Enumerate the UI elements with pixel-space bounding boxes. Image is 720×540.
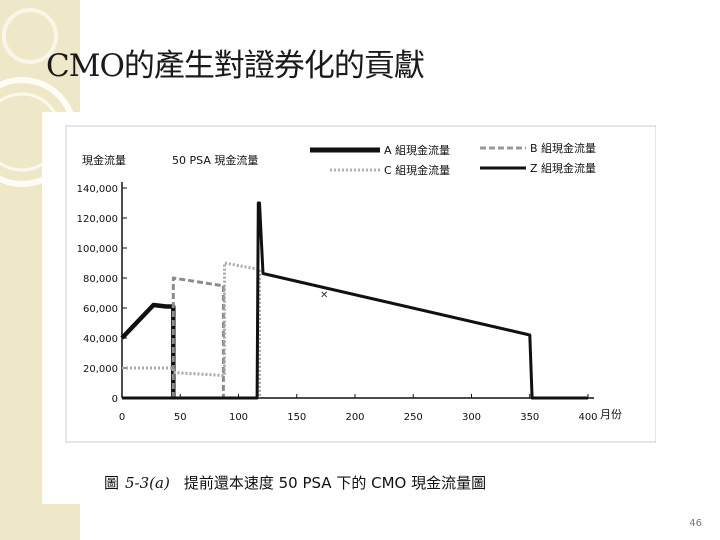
x-tick-label: 300 (462, 412, 481, 423)
series-c-line (122, 261, 261, 398)
legend-label-b: B 組現金流量 (530, 141, 596, 155)
legend-label-a: A 組現金流量 (384, 143, 450, 157)
series-a-line (120, 302, 176, 398)
caption-label: 圖 (104, 474, 120, 492)
chart-title: 50 PSA 現金流量 (172, 153, 258, 167)
x-axis-label: 月份 (600, 408, 622, 421)
y-tick-label: 0 (112, 394, 118, 405)
y-axis-label: 現金流量 (82, 153, 126, 167)
x-ticks: 0 50 100 150 200 250 300 350 400 (119, 394, 598, 423)
y-tick-label: 100,000 (77, 244, 118, 255)
y-tick-label: 40,000 (83, 334, 118, 345)
scan-mark: ✕ (320, 290, 328, 301)
y-tick-label: 20,000 (83, 364, 118, 375)
y-tick-label: 140,000 (77, 184, 118, 195)
chart-image-panel: 現金流量 50 PSA 現金流量 A 組現金流量 B 組現金流量 C 組現金流量… (42, 112, 656, 504)
series-b-line (171, 276, 225, 398)
x-tick-label: 100 (229, 412, 248, 423)
y-tick-label: 80,000 (83, 274, 118, 285)
legend-label-z: Z 組現金流量 (530, 161, 596, 175)
x-tick-label: 50 (174, 412, 187, 423)
page-number: 46 (689, 518, 702, 529)
x-tick-label: 250 (404, 412, 423, 423)
legend-label-c: C 組現金流量 (384, 163, 450, 177)
caption-number: 5-3(a) (125, 474, 170, 492)
y-tick-label: 60,000 (83, 304, 118, 315)
x-tick-label: 0 (119, 412, 125, 423)
x-tick-label: 350 (520, 412, 539, 423)
series-layer (120, 201, 588, 400)
chart: 現金流量 50 PSA 現金流量 A 組現金流量 B 組現金流量 C 組現金流量… (65, 125, 656, 443)
x-tick-label: 200 (345, 412, 364, 423)
figure-caption: 圖 5-3(a) 提前還本速度 50 PSA 下的 CMO 現金流量圖 (104, 472, 486, 493)
y-tick-label: 120,000 (77, 214, 118, 225)
slide-title: CMO的產生對證券化的貢獻 (46, 48, 425, 84)
series-z-line (122, 201, 588, 400)
x-tick-label: 150 (287, 412, 306, 423)
caption-text: 提前還本速度 50 PSA 下的 CMO 現金流量圖 (183, 474, 487, 492)
x-tick-label: 400 (578, 412, 597, 423)
chart-frame (65, 125, 656, 443)
legend: A 組現金流量 B 組現金流量 C 組現金流量 Z 組現金流量 (310, 141, 596, 177)
